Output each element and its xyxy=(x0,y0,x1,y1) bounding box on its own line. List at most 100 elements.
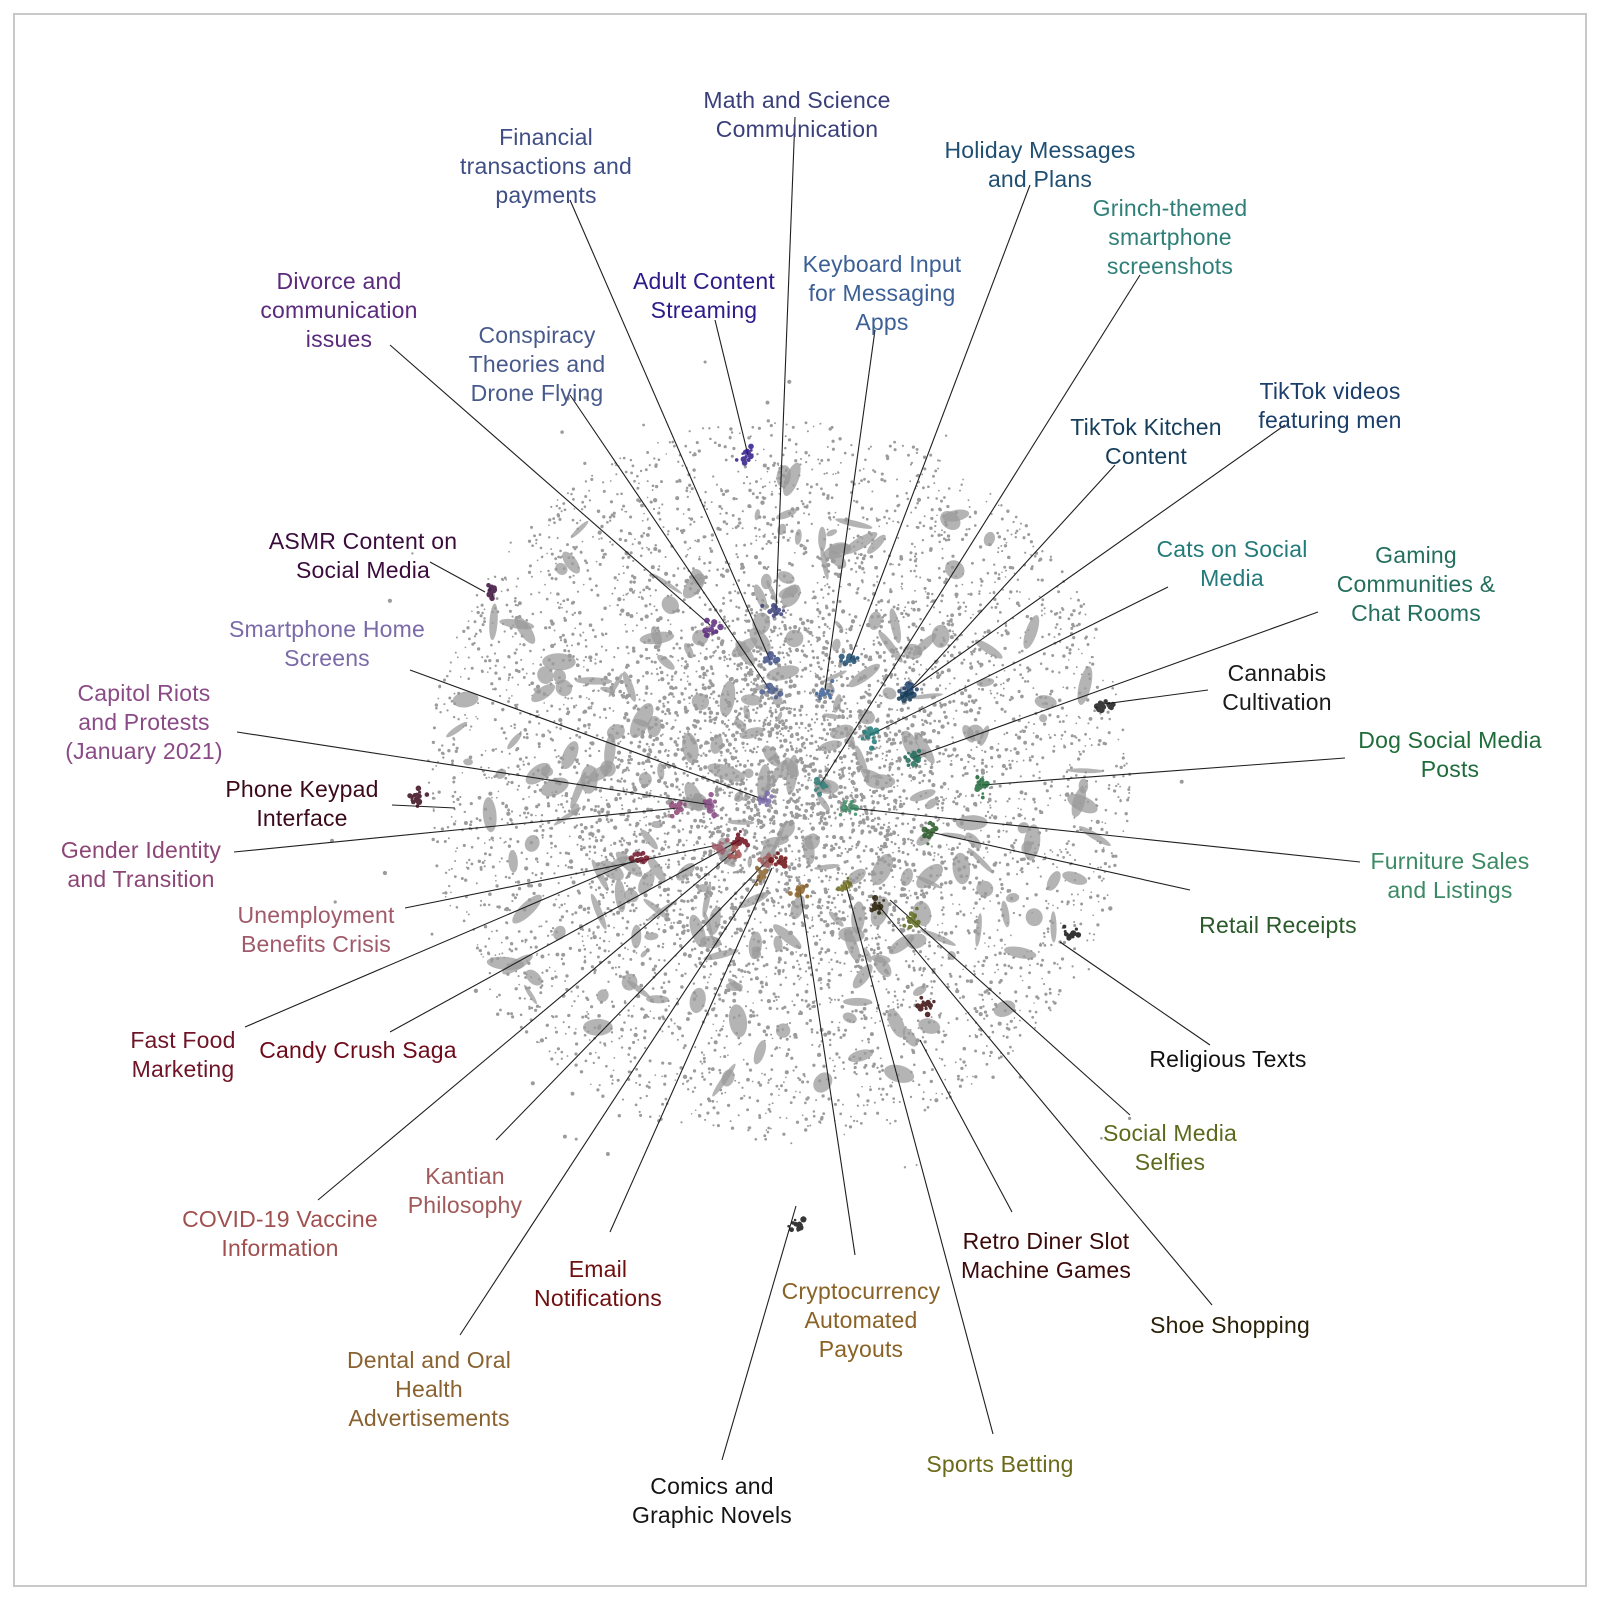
cluster-highlight xyxy=(788,883,810,899)
cluster-label: Holiday Messages and Plans xyxy=(944,137,1135,192)
leader-line xyxy=(911,611,1319,759)
cluster-label: Grinch-themed smartphone screenshots xyxy=(1093,195,1248,279)
cluster-label: Gaming Communities & Chat Rooms xyxy=(1337,542,1496,626)
embedding-point-cloud xyxy=(330,360,1184,1169)
leader-line xyxy=(929,831,1191,891)
cluster-highlight xyxy=(1062,924,1082,941)
cluster-highlight xyxy=(734,443,754,466)
cluster-label: TikTok Kitchen Content xyxy=(1070,414,1222,469)
leader-lines xyxy=(233,116,1361,1461)
leader-line xyxy=(904,464,1116,696)
leader-line xyxy=(404,844,719,909)
cluster-highlight xyxy=(787,1216,807,1233)
cluster-label: Divorce and communication issues xyxy=(260,268,417,352)
cluster-highlight xyxy=(915,995,936,1018)
leader-line xyxy=(1059,941,1211,1046)
cluster-label: Adult Content Streaming xyxy=(633,268,775,323)
leader-line xyxy=(569,394,771,691)
leader-line xyxy=(849,807,1361,863)
cluster-label: Keyboard Input for Messaging Apps xyxy=(803,251,962,335)
leader-line xyxy=(1103,689,1209,705)
cluster-label: Conspiracy Theories and Drone Flying xyxy=(469,322,606,406)
cluster-highlight xyxy=(974,775,990,800)
leader-line xyxy=(495,859,769,1141)
cluster-label: Kantian Philosophy xyxy=(408,1163,523,1218)
cluster-highlight xyxy=(838,799,860,817)
leader-line xyxy=(317,849,737,1201)
cluster-label: TikTok videos featuring men xyxy=(1258,378,1401,433)
leader-line xyxy=(775,116,796,611)
leader-line xyxy=(721,1205,797,1461)
leader-line xyxy=(981,757,1346,786)
cluster-highlight xyxy=(921,820,939,846)
leader-line xyxy=(869,586,1169,736)
leader-line xyxy=(244,857,641,1028)
cluster-label: Retail Receipts xyxy=(1199,912,1357,938)
cluster-label: Dental and Oral Health Advertisements xyxy=(347,1347,511,1431)
leader-line xyxy=(389,839,741,1033)
cluster-highlight xyxy=(407,785,430,808)
cluster-highlight xyxy=(838,653,860,666)
leader-line xyxy=(909,424,1286,691)
cluster-highlight xyxy=(702,791,718,819)
cluster-highlight xyxy=(768,851,788,869)
cluster-label: Financial transactions and payments xyxy=(460,124,632,208)
cluster-highlight xyxy=(860,726,880,751)
cluster-label: Candy Crush Saga xyxy=(259,1037,457,1063)
cluster-label: Cryptocurrency Automated Payouts xyxy=(782,1278,941,1362)
leader-line xyxy=(569,199,771,661)
cluster-label: Gender Identity and Transition xyxy=(61,837,222,892)
cluster-label: Unemployment Benefits Crisis xyxy=(237,902,394,957)
cluster-highlight xyxy=(903,748,922,767)
cluster-label: Shoe Shopping xyxy=(1150,1312,1310,1338)
cluster-label: Fast Food Marketing xyxy=(130,1027,235,1082)
cluster-label: Comics and Graphic Novels xyxy=(632,1473,792,1528)
cluster-label: Religious Texts xyxy=(1149,1046,1306,1072)
cluster-highlight xyxy=(836,876,853,892)
cluster-label: Retro Diner Slot Machine Games xyxy=(961,1228,1131,1283)
cluster-highlight xyxy=(762,651,781,666)
cluster-highlight xyxy=(727,844,742,860)
cluster-label: Social Media Selfies xyxy=(1103,1120,1237,1175)
cluster-highlight xyxy=(486,583,498,602)
cluster-highlight xyxy=(756,790,774,808)
leader-line xyxy=(714,319,749,456)
cluster-highlight xyxy=(760,602,786,618)
leader-line xyxy=(391,804,456,809)
cluster-label: Math and Science Communication xyxy=(703,87,890,142)
cluster-highlight xyxy=(815,679,835,701)
leader-line xyxy=(409,669,766,801)
cluster-highlight xyxy=(702,617,724,639)
cluster-highlight xyxy=(668,800,687,819)
cluster-highlight xyxy=(902,906,921,930)
cluster-highlights xyxy=(407,443,1116,1233)
figure-frame xyxy=(13,13,1587,1587)
cluster-label: Capitol Riots and Protests (January 2021) xyxy=(65,680,223,764)
leader-line xyxy=(919,1039,1013,1213)
cluster-label: Dog Social Media Posts xyxy=(1358,727,1541,782)
cluster-highlight xyxy=(628,850,650,865)
leader-line xyxy=(824,329,876,691)
leader-line xyxy=(845,884,994,1435)
cluster-label: Cannabis Cultivation xyxy=(1222,660,1332,715)
leader-line xyxy=(236,731,713,806)
leader-line xyxy=(799,889,856,1256)
cluster-label: Email Notifications xyxy=(534,1256,662,1311)
cluster-label: Furniture Sales and Listings xyxy=(1371,848,1530,903)
leader-line xyxy=(849,184,1031,661)
cluster-label: ASMR Content on Social Media xyxy=(269,528,457,583)
leader-line xyxy=(389,344,711,626)
leader-line xyxy=(233,807,679,853)
cluster-highlight xyxy=(869,894,886,915)
leader-line xyxy=(877,904,1213,1306)
cluster-highlight xyxy=(813,776,829,797)
cluster-label: Phone Keypad Interface xyxy=(225,776,378,831)
leader-line xyxy=(429,561,486,593)
cluster-highlight xyxy=(1093,699,1116,714)
cluster-labels: Math and Science Communication Financial tr… xyxy=(61,87,1542,1528)
leader-line xyxy=(609,867,773,1233)
cluster-label: Smartphone Home Screens xyxy=(229,616,425,671)
cluster-highlight xyxy=(711,837,730,855)
cluster-label: Sports Betting xyxy=(926,1451,1073,1477)
